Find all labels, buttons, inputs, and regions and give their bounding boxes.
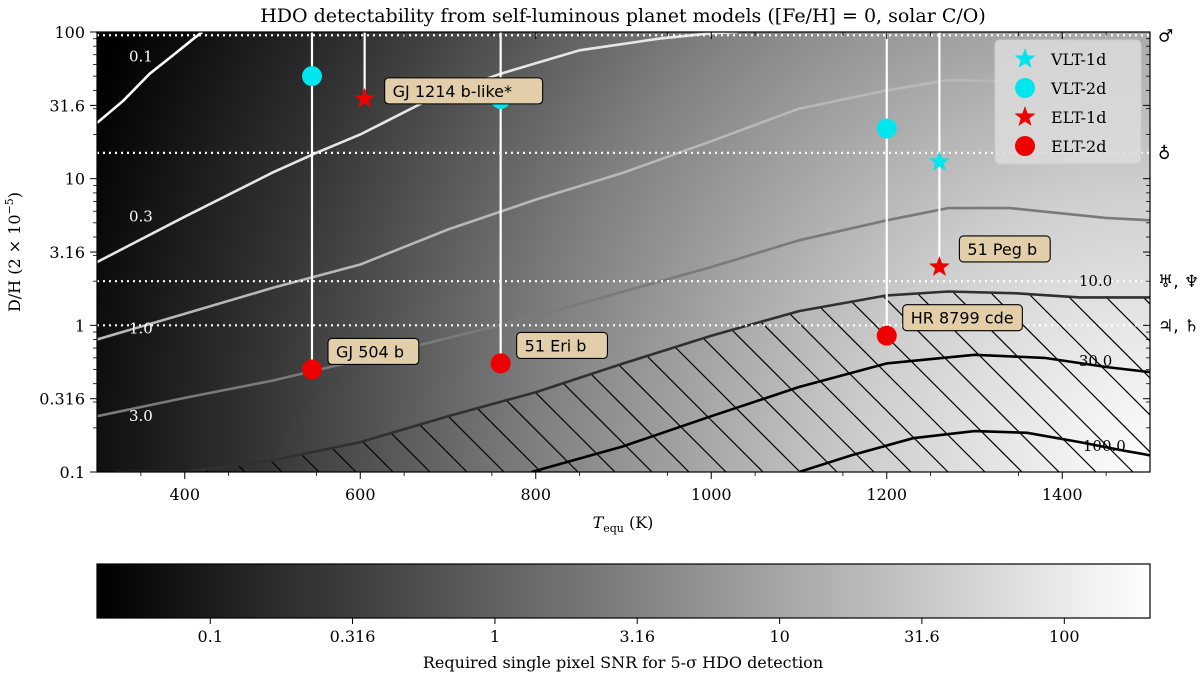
contour-100.0	[798, 429, 1150, 472]
y-tick-label: 3.16	[49, 243, 85, 262]
hatch-line	[188, 291, 690, 472]
hatch-line	[410, 291, 912, 472]
annotations: GJ 1214 b-like* GJ 504 b 51 Eri b HR 8799 c…	[327, 77, 1051, 366]
colorbar-label: Required single pixel SNR for 5-σ HDO de…	[423, 653, 823, 672]
marker-ELT-2d	[876, 325, 897, 346]
colorbar-tick-label: 0.316	[330, 627, 376, 646]
annotation-label: GJ 1214 b-like*	[384, 77, 544, 105]
x-axis-title: Tequ (K)	[593, 513, 654, 535]
annotation-box	[958, 235, 1051, 263]
legend-label: ELT-2d	[1051, 137, 1106, 156]
colorbar-tick-label: 10	[769, 627, 789, 646]
colorbar-tick-label: 0.1	[198, 627, 223, 646]
hatch-line	[225, 291, 727, 472]
x-tick-label: 1200	[866, 485, 907, 504]
hatch-line	[262, 291, 764, 472]
hatch-line	[521, 291, 1023, 472]
y-tick-label: 1	[75, 316, 85, 335]
marker-VLT-2d	[301, 66, 322, 87]
annotation-text: 51 Eri b	[525, 336, 587, 355]
marker-ELT-1d	[354, 87, 376, 108]
colorbar-ticks: 0.1 0.316 1 3.16 10 31.6 100	[198, 618, 1080, 646]
annotation-text: GJ 504 b	[336, 342, 404, 361]
colorbar-tick-label: 1	[490, 627, 500, 646]
legend-label: VLT-2d	[1050, 79, 1106, 98]
hatch-line	[632, 291, 1134, 472]
hatch-line	[1188, 0, 1200, 472]
planet-symbol: ♁	[1158, 144, 1170, 164]
annotation-label: GJ 504 b	[327, 337, 420, 366]
hatch-line	[447, 291, 949, 472]
contour-3.0	[97, 206, 1150, 418]
legend: VLT-1d VLT-2d ELT-1d ELT-2d	[994, 39, 1142, 165]
annotation-box	[384, 77, 544, 105]
hatch-line	[706, 291, 1150, 472]
contour-label: 10.0	[1079, 272, 1112, 290]
legend-marker	[1014, 106, 1036, 126]
y-axis-title: D/H (2 × 10−5)	[3, 192, 24, 312]
colorbar: 0.1 0.316 1 3.16 10 31.6 100 Required single p…	[96, 563, 1151, 672]
y-tick-label: 100	[54, 23, 85, 42]
annotation-box	[327, 337, 420, 366]
annotation-text: GJ 1214 b-like*	[393, 82, 512, 101]
colorbar-gradient	[96, 563, 1151, 619]
y-tick-label: 0.1	[60, 463, 85, 482]
hatch-line	[1151, 0, 1200, 472]
y-tick-label: 0.316	[39, 390, 85, 409]
colorbar-tick-label: 100	[1049, 627, 1080, 646]
colorbar-tick-label: 3.16	[619, 627, 655, 646]
planet-symbol: ♂	[1158, 26, 1173, 46]
hatch-line	[336, 291, 838, 472]
x-tick-label: 1000	[691, 485, 732, 504]
contour-label: 3.0	[129, 407, 153, 425]
chart-title: HDO detectability from self-luminous pla…	[260, 5, 986, 27]
legend-marker	[1014, 48, 1036, 68]
drop-lines	[310, 32, 941, 370]
x-tick-label: 800	[520, 485, 551, 504]
colorbar-tick-label: 31.6	[904, 627, 940, 646]
annotation-label: 51 Eri b	[516, 331, 609, 359]
x-axis: 400 600 800 1000 1200 1400	[140, 32, 1107, 504]
annotation-text: HR 8799 cde	[911, 309, 1014, 328]
contour-0.1	[97, 32, 204, 124]
annotation-text: 51 Peg b	[967, 240, 1037, 259]
contour-label: 30.0	[1079, 352, 1112, 370]
legend-label: ELT-1d	[1051, 108, 1106, 127]
annotation-label: 51 Peg b	[958, 235, 1051, 263]
y-tick-label: 31.6	[49, 96, 85, 115]
contour-10.0	[114, 290, 1150, 472]
contour-label: 100.0	[1083, 437, 1126, 455]
legend-marker	[1015, 136, 1035, 156]
hatch-line	[558, 291, 1060, 472]
marker-ELT-2d	[301, 359, 322, 380]
plot-area: 0.1 0.3 1.0 3.0 10.0 30.0 100.0 ♂ ♁ ♅, ♆ ♃, ♄ GJ …	[96, 0, 1200, 473]
contour-label: 1.0	[129, 320, 153, 338]
legend-marker	[1015, 78, 1035, 98]
annotation-box	[516, 331, 609, 359]
legend-box	[994, 39, 1142, 165]
marker-ELT-2d	[490, 353, 511, 374]
marker-VLT-2d	[876, 118, 897, 139]
hatch-line	[669, 291, 1150, 472]
hatch-line	[151, 291, 653, 472]
planet-symbol: ♅, ♆	[1158, 272, 1199, 292]
marker-ELT-1d	[928, 256, 950, 276]
annotation-label: HR 8799 cde	[902, 304, 1023, 332]
x-tick-label: 400	[169, 485, 200, 504]
x-tick-label: 600	[345, 485, 376, 504]
planet-symbol: ♃, ♄	[1158, 316, 1199, 336]
contour-label: 0.3	[129, 208, 153, 226]
contour-label: 0.1	[129, 48, 153, 66]
marker-VLT-1d	[928, 151, 950, 171]
hatch-line	[299, 291, 801, 472]
y-tick-label: 10	[65, 170, 85, 189]
contour-30.0	[531, 353, 1150, 472]
annotation-box	[902, 304, 1023, 332]
hatch-line	[484, 291, 986, 472]
x-tick-label: 1400	[1042, 485, 1083, 504]
y-axis: 0.1 0.316 1 3.16 10 31.6 100	[39, 23, 1150, 482]
hatch-line	[595, 291, 1097, 472]
legend-label: VLT-1d	[1050, 50, 1106, 69]
